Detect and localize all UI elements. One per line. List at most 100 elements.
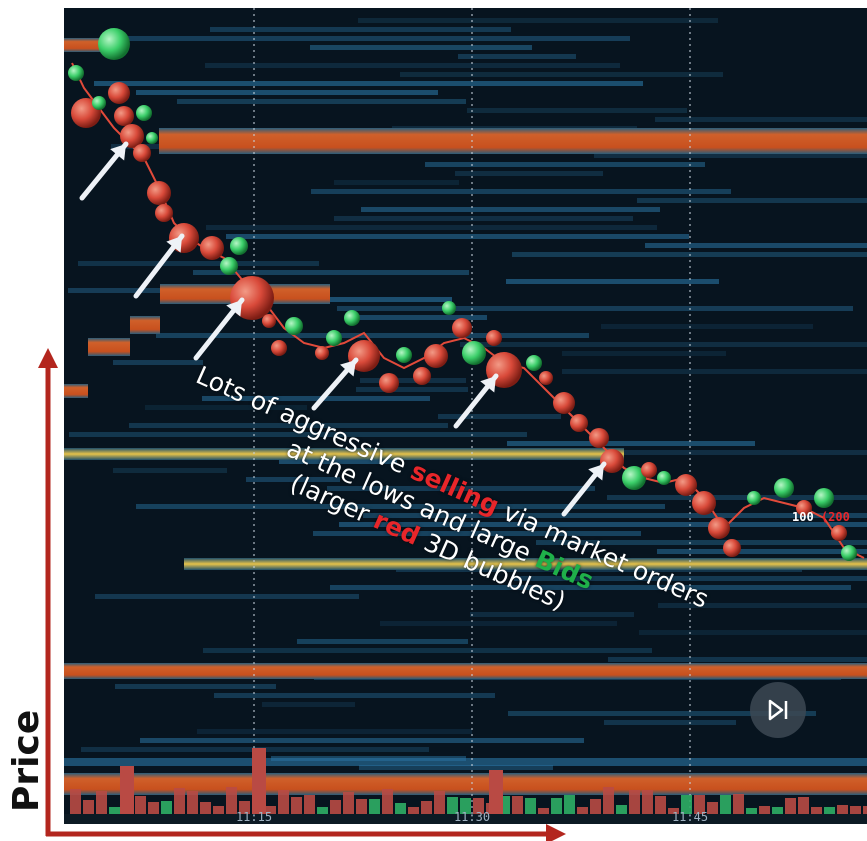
volume-bar bbox=[369, 799, 380, 814]
time-gridlines bbox=[253, 8, 691, 814]
liquidity-level bbox=[159, 128, 867, 154]
volume-bar bbox=[304, 795, 315, 814]
volume-bar bbox=[512, 796, 523, 814]
buy-bubble bbox=[136, 105, 152, 121]
buy-bubble bbox=[814, 488, 834, 508]
sell-bubble bbox=[708, 517, 730, 539]
buy-bubble bbox=[220, 257, 238, 275]
volume-bar bbox=[525, 798, 536, 814]
volume-bar bbox=[746, 808, 757, 814]
volume-bar bbox=[603, 787, 614, 814]
liquidity-streak bbox=[494, 450, 867, 455]
buy-bubble bbox=[344, 310, 360, 326]
liquidity-streak bbox=[337, 306, 853, 311]
liquidity-streak bbox=[334, 216, 633, 221]
volume-bar bbox=[707, 802, 718, 814]
volume-bar bbox=[239, 801, 250, 814]
sell-bubble bbox=[200, 236, 224, 260]
liquidity-streak bbox=[210, 27, 511, 32]
liquidity-streak bbox=[608, 657, 867, 662]
volume-bar bbox=[226, 787, 237, 814]
buy-bubble bbox=[526, 355, 542, 371]
buy-bubble bbox=[285, 317, 303, 335]
liquidity-streak bbox=[226, 234, 689, 239]
liquidity-streak bbox=[129, 423, 448, 428]
sell-bubble bbox=[796, 500, 812, 516]
volume-bar bbox=[343, 792, 354, 814]
liquidity-streak bbox=[562, 369, 867, 374]
volume-bar bbox=[668, 808, 679, 814]
skip-to-end-button[interactable] bbox=[750, 682, 806, 738]
volume-bar bbox=[564, 795, 575, 814]
x-tick-label: 11:45 bbox=[672, 810, 708, 824]
liquidity-streak bbox=[359, 765, 553, 770]
volume-bar bbox=[473, 798, 484, 814]
liquidity-streak bbox=[655, 117, 867, 122]
liquidity-streak bbox=[562, 351, 726, 356]
trade-bubbles bbox=[68, 28, 857, 561]
liquidity-streak bbox=[145, 405, 307, 410]
sell-bubble bbox=[723, 539, 741, 557]
annotation-arrows bbox=[79, 141, 607, 517]
heatmap-chart[interactable]: 11:15 11:30 11:45 bbox=[64, 8, 867, 824]
liquidity-streak bbox=[458, 54, 576, 59]
liquidity-streak bbox=[94, 81, 643, 86]
buy-bubble bbox=[230, 237, 248, 255]
liquidity-streak bbox=[400, 72, 723, 77]
sell-bubble bbox=[831, 525, 847, 541]
volume-bar bbox=[356, 799, 367, 814]
sell-bubble bbox=[413, 367, 431, 385]
buy-bubble bbox=[326, 330, 342, 346]
liquidity-level bbox=[184, 558, 867, 570]
liquidity-streak bbox=[594, 153, 867, 158]
liquidity-streak bbox=[334, 180, 459, 185]
liquidity-streak bbox=[136, 90, 438, 95]
liquidity-streak bbox=[197, 729, 472, 734]
buy-bubble bbox=[396, 347, 412, 363]
volume-bar bbox=[720, 795, 731, 814]
liquidity-level bbox=[64, 384, 88, 398]
volume-bar bbox=[681, 795, 692, 814]
liquidity-streak bbox=[111, 36, 630, 41]
liquidity-level bbox=[64, 448, 624, 460]
volume-bar bbox=[148, 802, 159, 814]
sell-bubble bbox=[600, 449, 624, 473]
volume-bar bbox=[499, 796, 510, 814]
sell-bubble bbox=[675, 474, 697, 496]
liquidity-streak bbox=[507, 441, 755, 446]
liquidity-streak bbox=[460, 342, 867, 347]
y-axis-label: Price bbox=[6, 709, 47, 812]
liquidity-streak bbox=[657, 549, 867, 554]
volume-bar bbox=[252, 748, 266, 814]
sell-bubble bbox=[424, 344, 448, 368]
buy-bubble bbox=[146, 132, 158, 144]
trade-size-label: 100 (200 bbox=[792, 510, 850, 524]
buy-bubble bbox=[462, 341, 486, 365]
volume-bar bbox=[109, 807, 120, 814]
volume-bar bbox=[616, 805, 627, 814]
sell-bubble bbox=[589, 428, 609, 448]
sell-bubble bbox=[315, 346, 329, 360]
volume-bar bbox=[824, 807, 835, 814]
volume-bar bbox=[811, 807, 822, 814]
liquidity-streak bbox=[69, 432, 527, 437]
volume-bar bbox=[161, 801, 172, 814]
sell-bubble bbox=[452, 318, 472, 338]
x-tick-label: 11:30 bbox=[454, 810, 490, 824]
volume-bar bbox=[577, 807, 588, 814]
liquidity-streak bbox=[425, 162, 705, 167]
volume-bar bbox=[317, 807, 328, 814]
volume-bar bbox=[733, 794, 744, 814]
liquidity-streak bbox=[310, 45, 532, 50]
liquidity-streak bbox=[202, 396, 430, 401]
liquidity-streak bbox=[297, 639, 468, 644]
liquidity-streak bbox=[177, 99, 466, 104]
liquidity-streak bbox=[601, 324, 813, 329]
liquidity-streak bbox=[328, 297, 452, 302]
skip-to-end-icon bbox=[768, 699, 788, 721]
liquidity-streak bbox=[205, 63, 620, 68]
liquidity-streak bbox=[313, 531, 641, 536]
liquidity-streak bbox=[356, 387, 468, 392]
liquidity-streak bbox=[262, 702, 355, 707]
sell-bubble bbox=[108, 82, 130, 104]
